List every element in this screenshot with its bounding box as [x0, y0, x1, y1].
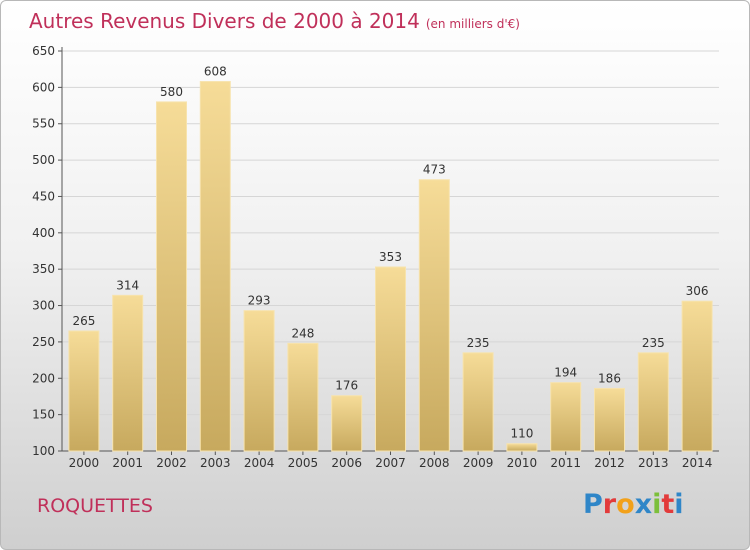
data-label-2014: 306	[686, 284, 709, 298]
bar-2006	[331, 395, 363, 452]
data-label-2001: 314	[116, 278, 139, 292]
logo-letter: r	[602, 489, 617, 520]
data-label-2005: 248	[291, 326, 314, 340]
x-tick-label: 2006	[331, 456, 362, 470]
bar-2011	[550, 382, 582, 452]
bar-2005	[287, 342, 319, 452]
x-tick-label: 2012	[594, 456, 625, 470]
x-tick-label: 2003	[200, 456, 231, 470]
data-label-2006: 176	[335, 379, 358, 393]
y-tick-label: 400	[32, 226, 55, 240]
y-tick-label: 650	[32, 44, 55, 58]
bar-2014	[681, 300, 713, 452]
y-tick-label: 100	[32, 444, 55, 458]
bar-2013	[637, 352, 669, 452]
y-tick-label: 250	[32, 335, 55, 349]
data-label-2007: 353	[379, 250, 402, 264]
logo-letter: i	[652, 489, 662, 520]
bar-2012	[594, 387, 625, 452]
logo-letter: t	[661, 489, 675, 520]
data-label-2010: 110	[510, 427, 533, 441]
y-tick-label: 600	[32, 80, 55, 94]
data-label-2009: 235	[467, 336, 490, 350]
x-tick-label: 2009	[463, 456, 494, 470]
bar-2007	[375, 266, 406, 452]
proxiti-logo: Proxiti	[583, 489, 684, 520]
x-tick-label: 2001	[112, 456, 143, 470]
data-label-2002: 580	[160, 85, 183, 99]
logo-letter: x	[634, 489, 653, 520]
data-label-2008: 473	[423, 163, 446, 177]
x-tick-label: 2004	[244, 456, 275, 470]
data-label-2004: 293	[248, 294, 271, 308]
x-tick-label: 2002	[156, 456, 187, 470]
x-tick-label: 2011	[550, 456, 581, 470]
logo-letter: i	[674, 489, 684, 520]
y-tick-label: 150	[32, 408, 55, 422]
bar-2003	[199, 81, 231, 452]
x-tick-label: 2010	[507, 456, 538, 470]
y-tick-label: 550	[32, 117, 55, 131]
data-labels: 265 314 580 608 293 248 176 353 473 235 110 194 186 2…	[72, 65, 708, 441]
bar-2002	[156, 101, 187, 452]
y-tick-label: 500	[32, 153, 55, 167]
bars	[68, 81, 713, 452]
x-tick-labels: 2000 2001 2002 2003 2004 2005 2006 2007 2008 2009…	[69, 456, 713, 470]
x-tick-label: 2014	[682, 456, 713, 470]
y-tick-label: 350	[32, 262, 55, 276]
bar-2001	[112, 294, 144, 452]
chart-title: Autres Revenus Divers de 2000 à 2014 (en …	[29, 9, 520, 33]
data-label-2012: 186	[598, 371, 621, 385]
commune-name: ROQUETTES	[37, 495, 153, 517]
y-tick-label: 200	[32, 371, 55, 385]
x-tick-label: 2007	[375, 456, 406, 470]
chart-title-main: Autres Revenus Divers de 2000 à 2014	[29, 9, 420, 33]
y-tick-labels: 100 150 200 250 300 350 400 450 500 550 600 650	[32, 44, 55, 458]
logo-letter: o	[616, 489, 635, 520]
chart-subtitle: (en milliers d'€)	[425, 17, 520, 31]
x-tick-label: 2005	[288, 456, 319, 470]
data-label-2000: 265	[72, 314, 95, 328]
logo-letter: P	[583, 489, 603, 520]
x-tick-label: 2013	[638, 456, 669, 470]
x-tick-label: 2000	[69, 456, 100, 470]
bar-2010	[506, 443, 538, 452]
y-tick-label: 300	[32, 299, 55, 313]
y-tick-label: 450	[32, 189, 55, 203]
x-tick-label: 2008	[419, 456, 450, 470]
data-label-2003: 608	[204, 65, 227, 79]
data-label-2013: 235	[642, 336, 665, 350]
data-label-2011: 194	[554, 366, 577, 380]
bar-2000	[68, 330, 100, 452]
bar-2008	[418, 179, 450, 452]
bar-2004	[243, 310, 275, 452]
bar-2009	[462, 352, 494, 452]
